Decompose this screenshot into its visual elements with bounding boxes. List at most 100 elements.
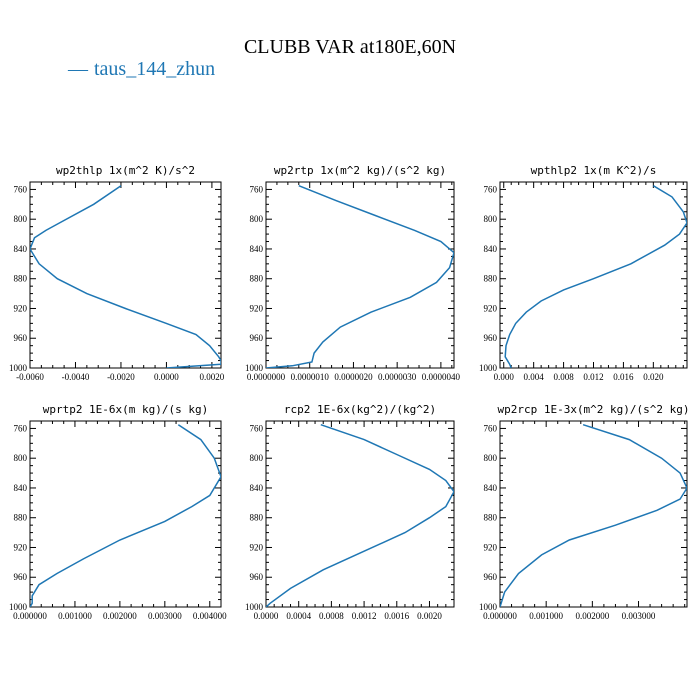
- series-line: [30, 424, 221, 607]
- x-tick-label: 0.0000040: [422, 372, 461, 382]
- x-tick-label: 0.004000: [193, 611, 227, 621]
- x-tick-label: 0.003000: [148, 611, 182, 621]
- y-tick-label: 920: [484, 303, 498, 313]
- panel-title: wp2rcp 1E-3x(m^2 kg)/(s^2 kg): [497, 403, 689, 416]
- y-tick-label: 1000: [9, 363, 28, 373]
- x-tick-label: 0.0008: [319, 611, 344, 621]
- x-tick-label: 0.020: [643, 372, 664, 382]
- y-tick-label: 840: [14, 244, 28, 254]
- y-tick-label: 960: [14, 572, 28, 582]
- plot-frame: [29, 181, 222, 369]
- series-line: [266, 185, 454, 368]
- panel-2: wp2rtp 1x(m^2 kg)/(s^2 kg) 760 800 840 880 92…: [245, 164, 461, 382]
- x-tick-label: 0.0020: [417, 611, 442, 621]
- y-tick-label: 760: [250, 184, 264, 194]
- y-tick-label: 920: [14, 303, 28, 313]
- panel-3: wpthlp2 1x(m K^2)/s 760 800 840 880 920 960 100…: [479, 164, 688, 382]
- panel-title: wprtp2 1E-6x(m kg)/(s kg): [43, 403, 209, 416]
- x-tick-label: 0.002000: [575, 611, 609, 621]
- series-line: [504, 185, 687, 368]
- y-tick-label: 840: [250, 483, 264, 493]
- y-tick-label: 1000: [479, 363, 498, 373]
- y-tick-label: 880: [14, 513, 28, 523]
- y-tick-label: 920: [250, 542, 264, 552]
- y-tick-label: 1000: [245, 602, 264, 612]
- plot-frame: [265, 181, 455, 369]
- y-tick-label: 880: [14, 274, 28, 284]
- main-title: CLUBB VAR at180E,60N: [243, 36, 457, 58]
- legend: — taus_144_zhun: [68, 58, 215, 81]
- y-tick-label: 920: [250, 303, 264, 313]
- x-tick-label: 0.0000: [254, 611, 279, 621]
- x-tick-label: 0.012: [583, 372, 603, 382]
- y-tick-label: 880: [484, 513, 498, 523]
- y-tick-label: 800: [14, 453, 28, 463]
- panel-title: wpthlp2 1x(m K^2)/s: [531, 164, 657, 177]
- series-line: [266, 423, 454, 607]
- y-tick-label: 800: [14, 214, 28, 224]
- y-tick-label: 760: [14, 184, 28, 194]
- panel-title: wp2thlp 1x(m^2 K)/s^2: [56, 164, 195, 177]
- x-tick-label: 0.002000: [103, 611, 137, 621]
- y-tick-label: 800: [250, 453, 264, 463]
- panel-5: rcp2 1E-6x(kg^2)/(kg^2) 760 800 840 880 920 96…: [245, 403, 455, 621]
- y-tick-label: 800: [250, 214, 264, 224]
- x-tick-label: 0.0020: [200, 372, 225, 382]
- x-tick-label: 0.000000: [483, 611, 517, 621]
- y-tick-label: 960: [484, 572, 498, 582]
- series-line: [500, 423, 687, 607]
- panel-title: rcp2 1E-6x(kg^2)/(kg^2): [284, 403, 436, 416]
- legend-label: taus_144_zhun: [94, 58, 216, 80]
- x-tick-label: 0.0000: [154, 372, 179, 382]
- plot-frame: [499, 420, 688, 608]
- x-tick-label: 0.000: [494, 372, 515, 382]
- y-tick-label: 880: [250, 274, 264, 284]
- y-tick-label: 800: [484, 214, 498, 224]
- x-tick-label: 0.003000: [622, 611, 656, 621]
- panel-4: wprtp2 1E-6x(m kg)/(s kg) 760 800 840 880 920…: [9, 403, 227, 621]
- x-tick-label: 0.0012: [352, 611, 377, 621]
- x-tick-label: 0.0000020: [334, 372, 373, 382]
- x-tick-label: 0.0000000: [247, 372, 286, 382]
- y-tick-label: 1000: [245, 363, 264, 373]
- x-tick-label: 0.001000: [529, 611, 563, 621]
- x-tick-label: 0.004: [524, 372, 545, 382]
- x-tick-label: 0.001000: [58, 611, 92, 621]
- series-line: [30, 185, 221, 368]
- x-tick-label: -0.0040: [62, 372, 90, 382]
- panel-1: wp2thlp 1x(m^2 K)/s^2 760 800 840 880 920 960 1…: [9, 164, 225, 382]
- y-tick-label: 1000: [9, 602, 28, 612]
- plot-frame: [499, 181, 688, 369]
- x-tick-label: 0.0004: [286, 611, 311, 621]
- y-tick-label: 760: [14, 423, 28, 433]
- y-tick-label: 960: [484, 333, 498, 343]
- x-tick-label: 0.0000030: [378, 372, 417, 382]
- x-tick-label: 0.016: [613, 372, 634, 382]
- y-tick-label: 800: [484, 453, 498, 463]
- x-tick-label: 0.0016: [384, 611, 409, 621]
- y-tick-label: 880: [484, 274, 498, 284]
- y-tick-label: 920: [14, 542, 28, 552]
- y-tick-label: 880: [250, 513, 264, 523]
- x-tick-label: 0.008: [553, 372, 574, 382]
- x-tick-label: -0.0060: [16, 372, 44, 382]
- plot-frame: [29, 420, 222, 608]
- y-tick-label: 960: [14, 333, 28, 343]
- y-tick-label: 840: [14, 483, 28, 493]
- y-tick-label: 1000: [479, 602, 498, 612]
- x-tick-label: 0.000000: [13, 611, 47, 621]
- y-tick-label: 840: [484, 244, 498, 254]
- y-tick-label: 760: [484, 184, 498, 194]
- x-tick-label: -0.0020: [107, 372, 135, 382]
- panel-title: wp2rtp 1x(m^2 kg)/(s^2 kg): [274, 164, 446, 177]
- plot-frame: [265, 420, 455, 608]
- y-tick-label: 760: [250, 423, 264, 433]
- y-tick-label: 920: [484, 542, 498, 552]
- y-tick-label: 960: [250, 333, 264, 343]
- y-tick-label: 840: [484, 483, 498, 493]
- legend-line-icon: —: [68, 58, 88, 80]
- y-tick-label: 760: [484, 423, 498, 433]
- y-tick-label: 960: [250, 572, 264, 582]
- y-tick-label: 840: [250, 244, 264, 254]
